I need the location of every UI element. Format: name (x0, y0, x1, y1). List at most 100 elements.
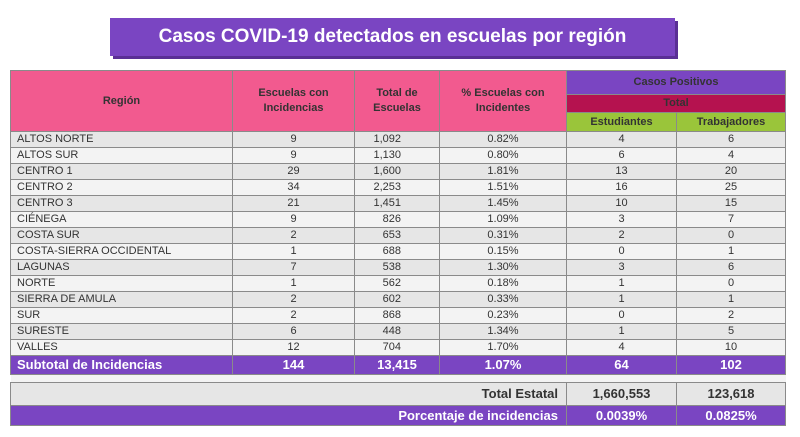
region-cell: CENTRO 3 (10, 195, 233, 212)
total-escuelas-cell: 688 (354, 243, 440, 260)
estudiantes-cell: 1 (566, 291, 677, 308)
region-cell: NORTE (10, 275, 233, 292)
total-escuelas-cell: 602 (354, 291, 440, 308)
porcentaje-label: Porcentaje de incidencias (10, 405, 567, 426)
escuelas-incidencias-cell: 21 (232, 195, 355, 212)
total-estatal-trabajadores: 123,618 (675, 382, 787, 406)
header-pct-escuelas: % Escuelas con Incidentes (439, 70, 567, 132)
spacer-cell (10, 374, 786, 383)
region-cell: LAGUNAS (10, 259, 233, 276)
escuelas-incidencias-cell: 7 (232, 259, 355, 276)
trabajadores-cell: 20 (675, 163, 787, 180)
table-row: ALTOS SUR 9 1,130 0.80% 6 4 (10, 147, 787, 164)
trabajadores-cell: 7 (675, 211, 787, 228)
estudiantes-cell: 4 (566, 339, 677, 356)
porcentaje-estudiantes: 0.0039% (566, 405, 677, 426)
region-cell: ALTOS SUR (10, 147, 233, 164)
escuelas-incidencias-cell: 2 (232, 227, 355, 244)
trabajadores-cell: 6 (675, 259, 787, 276)
trabajadores-cell: 5 (675, 323, 787, 340)
estudiantes-cell: 0 (566, 243, 677, 260)
estudiantes-cell: 1 (566, 323, 677, 340)
header-total-escuelas: Total de Escuelas (354, 70, 440, 132)
estudiantes-cell: 1 (566, 275, 677, 292)
total-escuelas-cell: 562 (354, 275, 440, 292)
table-row: NORTE 1 562 0.18% 1 0 (10, 275, 787, 292)
estudiantes-cell: 0 (566, 307, 677, 324)
region-cell: COSTA SUR (10, 227, 233, 244)
escuelas-incidencias-cell: 6 (232, 323, 355, 340)
escuelas-incidencias-cell: 34 (232, 179, 355, 196)
pct-escuelas-cell: 1.09% (439, 211, 567, 228)
total-escuelas-cell: 868 (354, 307, 440, 324)
total-estatal-estudiantes: 1,660,553 (566, 382, 677, 406)
table-row: CENTRO 1 29 1,600 1.81% 13 20 (10, 163, 787, 180)
table-row: COSTA-SIERRA OCCIDENTAL 1 688 0.15% 0 1 (10, 243, 787, 260)
escuelas-incidencias-cell: 1 (232, 243, 355, 260)
table-row: ALTOS NORTE 9 1,092 0.82% 4 6 (10, 131, 787, 148)
pct-escuelas-cell: 1.30% (439, 259, 567, 276)
region-cell: CENTRO 2 (10, 179, 233, 196)
trabajadores-cell: 2 (675, 307, 787, 324)
header-estudiantes: Estudiantes (566, 112, 677, 132)
escuelas-incidencias-cell: 29 (232, 163, 355, 180)
pct-escuelas-cell: 0.23% (439, 307, 567, 324)
escuelas-incidencias-cell: 12 (232, 339, 355, 356)
total-estatal-label: Total Estatal (10, 382, 567, 406)
region-cell: COSTA-SIERRA OCCIDENTAL (10, 243, 233, 260)
estudiantes-cell: 13 (566, 163, 677, 180)
subtotal-total-escuelas: 13,415 (354, 355, 440, 375)
spacer-row (10, 374, 786, 383)
pct-escuelas-cell: 1.34% (439, 323, 567, 340)
trabajadores-cell: 15 (675, 195, 787, 212)
porcentaje-row: Porcentaje de incidencias 0.0039% 0.0825… (10, 405, 787, 426)
trabajadores-cell: 25 (675, 179, 787, 196)
table-row: VALLES 12 704 1.70% 4 10 (10, 339, 787, 356)
total-escuelas-cell: 448 (354, 323, 440, 340)
trabajadores-cell: 6 (675, 131, 787, 148)
total-escuelas-cell: 538 (354, 259, 440, 276)
trabajadores-cell: 4 (675, 147, 787, 164)
region-cell: SUR (10, 307, 233, 324)
region-cell: CIÉNEGA (10, 211, 233, 228)
table-row: CIÉNEGA 9 826 1.09% 3 7 (10, 211, 787, 228)
trabajadores-cell: 1 (675, 291, 787, 308)
estudiantes-cell: 3 (566, 211, 677, 228)
escuelas-incidencias-cell: 1 (232, 275, 355, 292)
table-row: SURESTE 6 448 1.34% 1 5 (10, 323, 787, 340)
pct-escuelas-cell: 1.81% (439, 163, 567, 180)
pct-escuelas-cell: 0.15% (439, 243, 567, 260)
region-cell: ALTOS NORTE (10, 131, 233, 148)
escuelas-incidencias-cell: 9 (232, 211, 355, 228)
header-escuelas-incidencias: Escuelas con Incidencias (232, 70, 355, 132)
page-title: Casos COVID-19 detectados en escuelas po… (110, 18, 675, 56)
total-escuelas-cell: 653 (354, 227, 440, 244)
table-body: ALTOS NORTE 9 1,092 0.82% 4 6 ALTOS SUR 9 1,130 0… (10, 131, 787, 356)
estudiantes-cell: 6 (566, 147, 677, 164)
header-region: Región (10, 70, 233, 132)
region-cell: SURESTE (10, 323, 233, 340)
estudiantes-cell: 3 (566, 259, 677, 276)
pct-escuelas-cell: 1.45% (439, 195, 567, 212)
table-row: LAGUNAS 7 538 1.30% 3 6 (10, 259, 787, 276)
table-row: CENTRO 2 34 2,253 1.51% 16 25 (10, 179, 787, 196)
pct-escuelas-cell: 0.82% (439, 131, 567, 148)
subtotal-row: Subtotal de Incidencias 144 13,415 1.07%… (10, 355, 787, 375)
total-escuelas-cell: 704 (354, 339, 440, 356)
table-row: COSTA SUR 2 653 0.31% 2 0 (10, 227, 787, 244)
pct-escuelas-cell: 0.80% (439, 147, 567, 164)
total-escuelas-cell: 1,600 (354, 163, 440, 180)
table-row: SIERRA DE AMULA 2 602 0.33% 1 1 (10, 291, 787, 308)
total-escuelas-cell: 1,451 (354, 195, 440, 212)
total-escuelas-cell: 2,253 (354, 179, 440, 196)
pct-escuelas-cell: 0.31% (439, 227, 567, 244)
total-escuelas-cell: 826 (354, 211, 440, 228)
trabajadores-cell: 0 (675, 227, 787, 244)
subtotal-pct: 1.07% (439, 355, 567, 375)
escuelas-incidencias-cell: 2 (232, 291, 355, 308)
subtotal-incidencias: 144 (232, 355, 355, 375)
header-total: Total (565, 93, 787, 114)
subtotal-estudiantes: 64 (566, 355, 677, 375)
pct-escuelas-cell: 1.70% (439, 339, 567, 356)
trabajadores-cell: 10 (675, 339, 787, 356)
